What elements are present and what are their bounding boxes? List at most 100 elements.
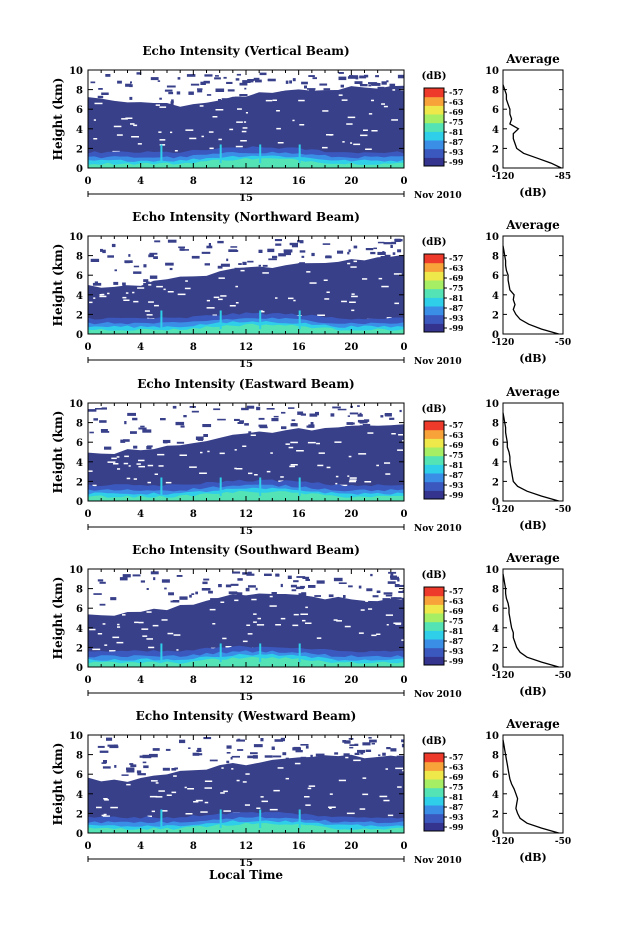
echo-speck <box>396 755 404 759</box>
data-gap <box>317 464 324 467</box>
echo-speck <box>349 744 357 746</box>
data-gap <box>207 450 210 453</box>
data-gap <box>309 282 317 284</box>
data-gap <box>348 455 352 458</box>
echo-speck <box>186 74 196 77</box>
data-gap <box>220 295 227 297</box>
echo-speck <box>264 755 273 758</box>
data-gap <box>336 620 342 622</box>
data-gap <box>93 297 96 299</box>
echo-speck <box>121 774 129 776</box>
data-gap <box>305 606 308 609</box>
x-tick-label: 4 <box>137 841 144 852</box>
colorbar-tick-label: -81 <box>449 460 463 470</box>
echo-speck <box>130 764 137 768</box>
echo-speck <box>287 575 292 579</box>
data-gap <box>362 278 368 280</box>
echo-speck <box>195 591 198 595</box>
colorbar-tick-label: -75 <box>449 117 463 127</box>
echo-speck <box>346 422 354 425</box>
data-gap <box>223 810 231 812</box>
colorbar-tick-label: -81 <box>449 127 463 137</box>
data-gap <box>293 299 296 302</box>
echo-speck <box>195 753 203 756</box>
echo-speck <box>258 424 268 427</box>
data-gap <box>273 789 280 792</box>
echo-speck <box>343 753 350 756</box>
colorbar-tick-label: -75 <box>449 616 463 626</box>
profile-y-tick-label: 10 <box>485 232 499 243</box>
echo-speck <box>179 596 188 600</box>
colorbar-tick-label: -87 <box>449 137 463 147</box>
echo-speck <box>239 82 248 86</box>
echo-speck <box>271 592 277 595</box>
echo-speck <box>159 97 162 100</box>
echo-speck <box>291 244 298 248</box>
echo-spike <box>160 809 163 829</box>
echo-speck <box>99 581 106 584</box>
echo-speck <box>259 426 268 429</box>
echo-speck <box>389 418 392 420</box>
echo-speck <box>111 243 116 248</box>
echo-speck <box>253 744 263 748</box>
echo-speck <box>225 584 232 588</box>
data-gap <box>234 599 239 602</box>
data-gap <box>385 768 388 770</box>
profile-x-tick-label: -50 <box>555 338 571 348</box>
echo-speck <box>88 409 97 412</box>
echo-speck <box>300 756 307 759</box>
echo-speck <box>102 766 111 769</box>
colorbar-segment <box>424 288 444 298</box>
data-gap <box>391 119 398 121</box>
echo-speck <box>152 748 160 751</box>
data-gap <box>159 139 166 141</box>
y-tick-label: 0 <box>76 663 83 674</box>
echo-speck <box>289 595 299 599</box>
profile-y-tick-label: 6 <box>492 770 499 781</box>
echo-speck <box>295 586 304 590</box>
date-tick-label: 15 <box>239 193 253 204</box>
data-gap <box>269 808 278 811</box>
data-gap <box>142 635 148 637</box>
echo-speck <box>326 255 331 257</box>
x-tick-label: 0 <box>85 841 92 852</box>
x-tick-label: 0 <box>401 342 408 353</box>
echo-speck <box>347 251 350 255</box>
data-gap <box>123 462 129 465</box>
x-tick-label: 20 <box>344 342 358 353</box>
echo-speck <box>99 603 106 606</box>
echo-speck <box>169 267 173 271</box>
data-gap <box>173 775 177 777</box>
echo-speck <box>189 406 196 408</box>
data-gap <box>92 648 101 651</box>
profile-y-tick-label: 2 <box>492 809 499 820</box>
profile-y-tick-label: 2 <box>492 144 499 155</box>
echo-speck <box>120 439 126 443</box>
echo-speck <box>138 427 147 430</box>
data-gap <box>155 782 159 784</box>
echo-speck <box>213 408 221 411</box>
panel-4: Echo Intensity (Westward Beam) 0 2 4 6 8 10 Hei… <box>51 709 571 882</box>
data-gap <box>256 624 265 626</box>
colorbar-segment <box>424 621 444 631</box>
data-gap <box>122 296 127 299</box>
data-gap <box>260 796 264 798</box>
data-gap <box>326 466 331 469</box>
x-tick-label: 12 <box>239 675 253 686</box>
data-gap <box>299 124 305 126</box>
data-gap <box>212 623 216 625</box>
profile-y-tick-label: 8 <box>492 585 499 596</box>
echo-speck <box>97 745 105 748</box>
data-gap <box>116 456 120 458</box>
echo-speck <box>354 752 360 755</box>
data-gap <box>322 146 328 149</box>
echo-speck <box>362 742 371 746</box>
data-gap <box>276 127 281 130</box>
colorbar-tick-label: -93 <box>449 646 464 656</box>
echo-speck <box>322 243 331 245</box>
profile-y-tick-label: 8 <box>492 419 499 430</box>
echo-speck <box>124 421 127 425</box>
data-gap <box>187 788 194 790</box>
data-gap <box>402 769 404 772</box>
data-gap <box>270 452 273 454</box>
